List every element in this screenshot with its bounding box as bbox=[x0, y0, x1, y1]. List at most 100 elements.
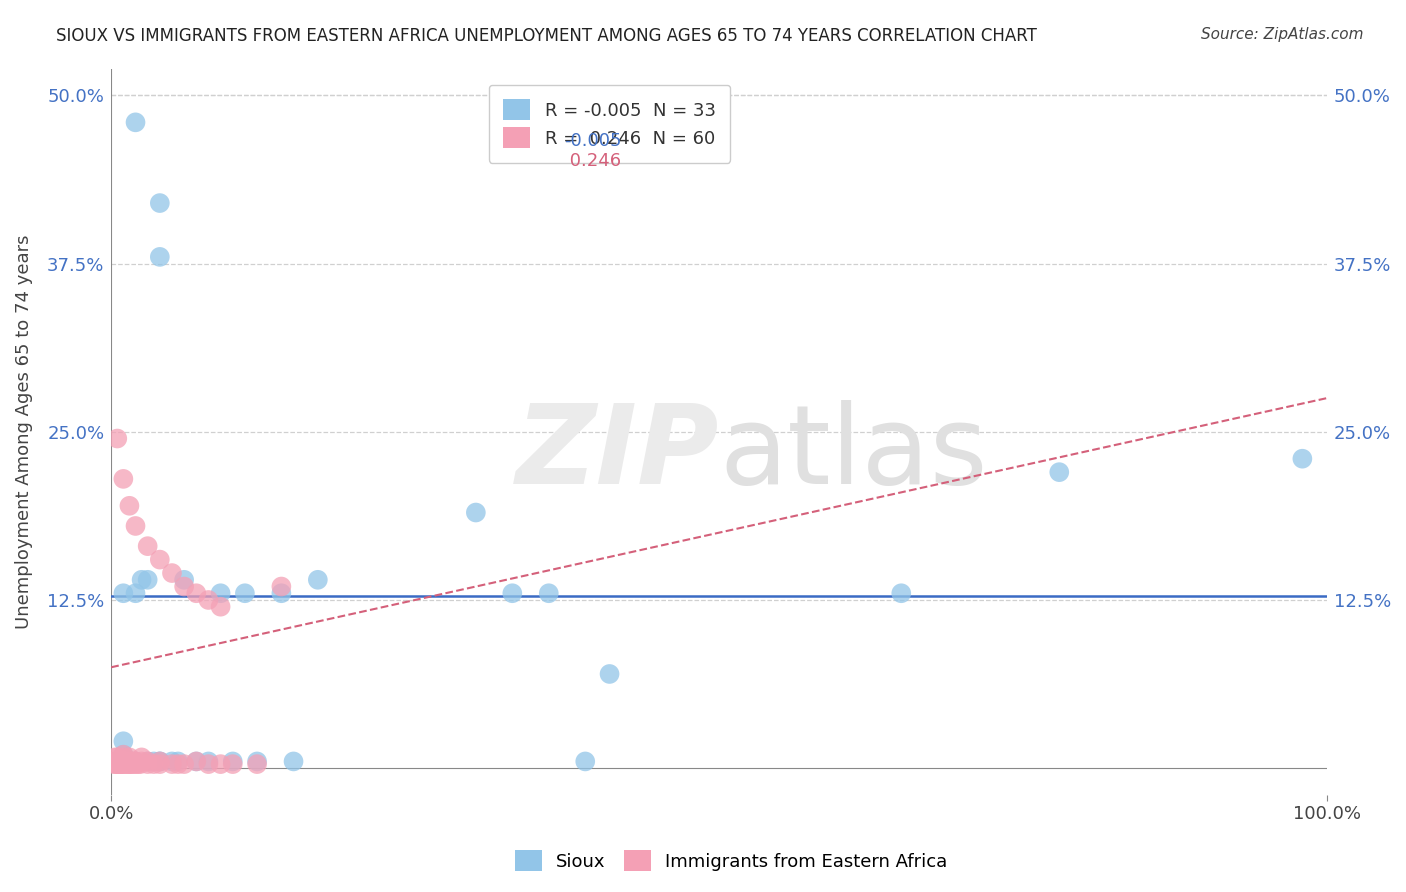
Point bbox=[501, 586, 523, 600]
Point bbox=[186, 755, 208, 769]
Point bbox=[222, 755, 245, 769]
Point bbox=[149, 552, 172, 566]
Text: SIOUX VS IMMIGRANTS FROM EASTERN AFRICA UNEMPLOYMENT AMONG AGES 65 TO 74 YEARS C: SIOUX VS IMMIGRANTS FROM EASTERN AFRICA … bbox=[56, 27, 1038, 45]
Point bbox=[186, 586, 208, 600]
Point bbox=[118, 750, 141, 764]
Point bbox=[105, 757, 128, 772]
Point bbox=[114, 755, 136, 769]
Point bbox=[105, 750, 128, 764]
Point bbox=[107, 757, 129, 772]
Point bbox=[122, 755, 145, 769]
Point bbox=[118, 499, 141, 513]
Point bbox=[167, 757, 190, 772]
Point bbox=[209, 599, 232, 614]
Legend: Sioux, Immigrants from Eastern Africa: Sioux, Immigrants from Eastern Africa bbox=[508, 843, 955, 879]
Point bbox=[599, 667, 621, 681]
Text: -0.005: -0.005 bbox=[564, 132, 621, 150]
Point bbox=[105, 755, 128, 769]
Point bbox=[120, 757, 142, 772]
Point bbox=[160, 566, 183, 580]
Point bbox=[112, 757, 135, 772]
Point bbox=[124, 755, 146, 769]
Point bbox=[270, 586, 292, 600]
Point bbox=[118, 757, 141, 772]
Point bbox=[124, 586, 146, 600]
Point bbox=[131, 573, 153, 587]
Text: 0.246: 0.246 bbox=[564, 152, 621, 170]
Point bbox=[233, 586, 256, 600]
Point bbox=[149, 250, 172, 264]
Point bbox=[173, 757, 195, 772]
Point bbox=[112, 734, 135, 748]
Point bbox=[111, 755, 134, 769]
Point bbox=[124, 757, 146, 772]
Point bbox=[105, 755, 128, 769]
Point bbox=[307, 573, 329, 587]
Point bbox=[112, 472, 135, 486]
Point bbox=[117, 757, 139, 772]
Point bbox=[118, 755, 141, 769]
Point bbox=[112, 747, 135, 762]
Point bbox=[173, 580, 195, 594]
Point bbox=[209, 586, 232, 600]
Point bbox=[127, 757, 149, 772]
Point bbox=[537, 586, 560, 600]
Point bbox=[149, 196, 172, 211]
Point bbox=[149, 757, 172, 772]
Point bbox=[124, 519, 146, 533]
Point bbox=[270, 580, 292, 594]
Point bbox=[110, 757, 132, 772]
Point bbox=[124, 115, 146, 129]
Point bbox=[149, 755, 172, 769]
Point bbox=[136, 757, 159, 772]
Point bbox=[197, 755, 219, 769]
Point bbox=[186, 755, 208, 769]
Point bbox=[160, 755, 183, 769]
Point bbox=[131, 750, 153, 764]
Point bbox=[142, 757, 165, 772]
Point bbox=[142, 755, 165, 769]
Point bbox=[136, 573, 159, 587]
Point bbox=[464, 506, 486, 520]
Point bbox=[129, 757, 152, 772]
Point bbox=[149, 755, 172, 769]
Point bbox=[108, 755, 131, 769]
Point bbox=[104, 755, 127, 769]
Point bbox=[283, 755, 305, 769]
Point bbox=[136, 755, 159, 769]
Y-axis label: Unemployment Among Ages 65 to 74 years: Unemployment Among Ages 65 to 74 years bbox=[15, 235, 32, 629]
Point bbox=[149, 755, 172, 769]
Point bbox=[167, 755, 190, 769]
Text: Source: ZipAtlas.com: Source: ZipAtlas.com bbox=[1201, 27, 1364, 42]
Point bbox=[112, 747, 135, 762]
Point bbox=[1291, 451, 1313, 466]
Point bbox=[160, 757, 183, 772]
Point bbox=[105, 432, 128, 446]
Point bbox=[136, 539, 159, 553]
Point bbox=[209, 757, 232, 772]
Point bbox=[131, 755, 153, 769]
Point bbox=[118, 755, 141, 769]
Point bbox=[114, 757, 136, 772]
Point bbox=[246, 755, 269, 769]
Text: atlas: atlas bbox=[718, 401, 987, 507]
Point bbox=[197, 757, 219, 772]
Point bbox=[1047, 465, 1070, 479]
Point bbox=[108, 757, 131, 772]
Point bbox=[112, 750, 135, 764]
Point bbox=[104, 750, 127, 764]
Point bbox=[122, 757, 145, 772]
Point bbox=[105, 757, 128, 772]
Point bbox=[890, 586, 912, 600]
Point bbox=[173, 573, 195, 587]
Point bbox=[197, 593, 219, 607]
Point bbox=[222, 757, 245, 772]
Point bbox=[136, 755, 159, 769]
Point bbox=[124, 755, 146, 769]
Text: ZIP: ZIP bbox=[516, 401, 718, 507]
Point bbox=[574, 755, 596, 769]
Point bbox=[105, 755, 128, 769]
Point bbox=[110, 755, 132, 769]
Point bbox=[112, 755, 135, 769]
Point bbox=[246, 757, 269, 772]
